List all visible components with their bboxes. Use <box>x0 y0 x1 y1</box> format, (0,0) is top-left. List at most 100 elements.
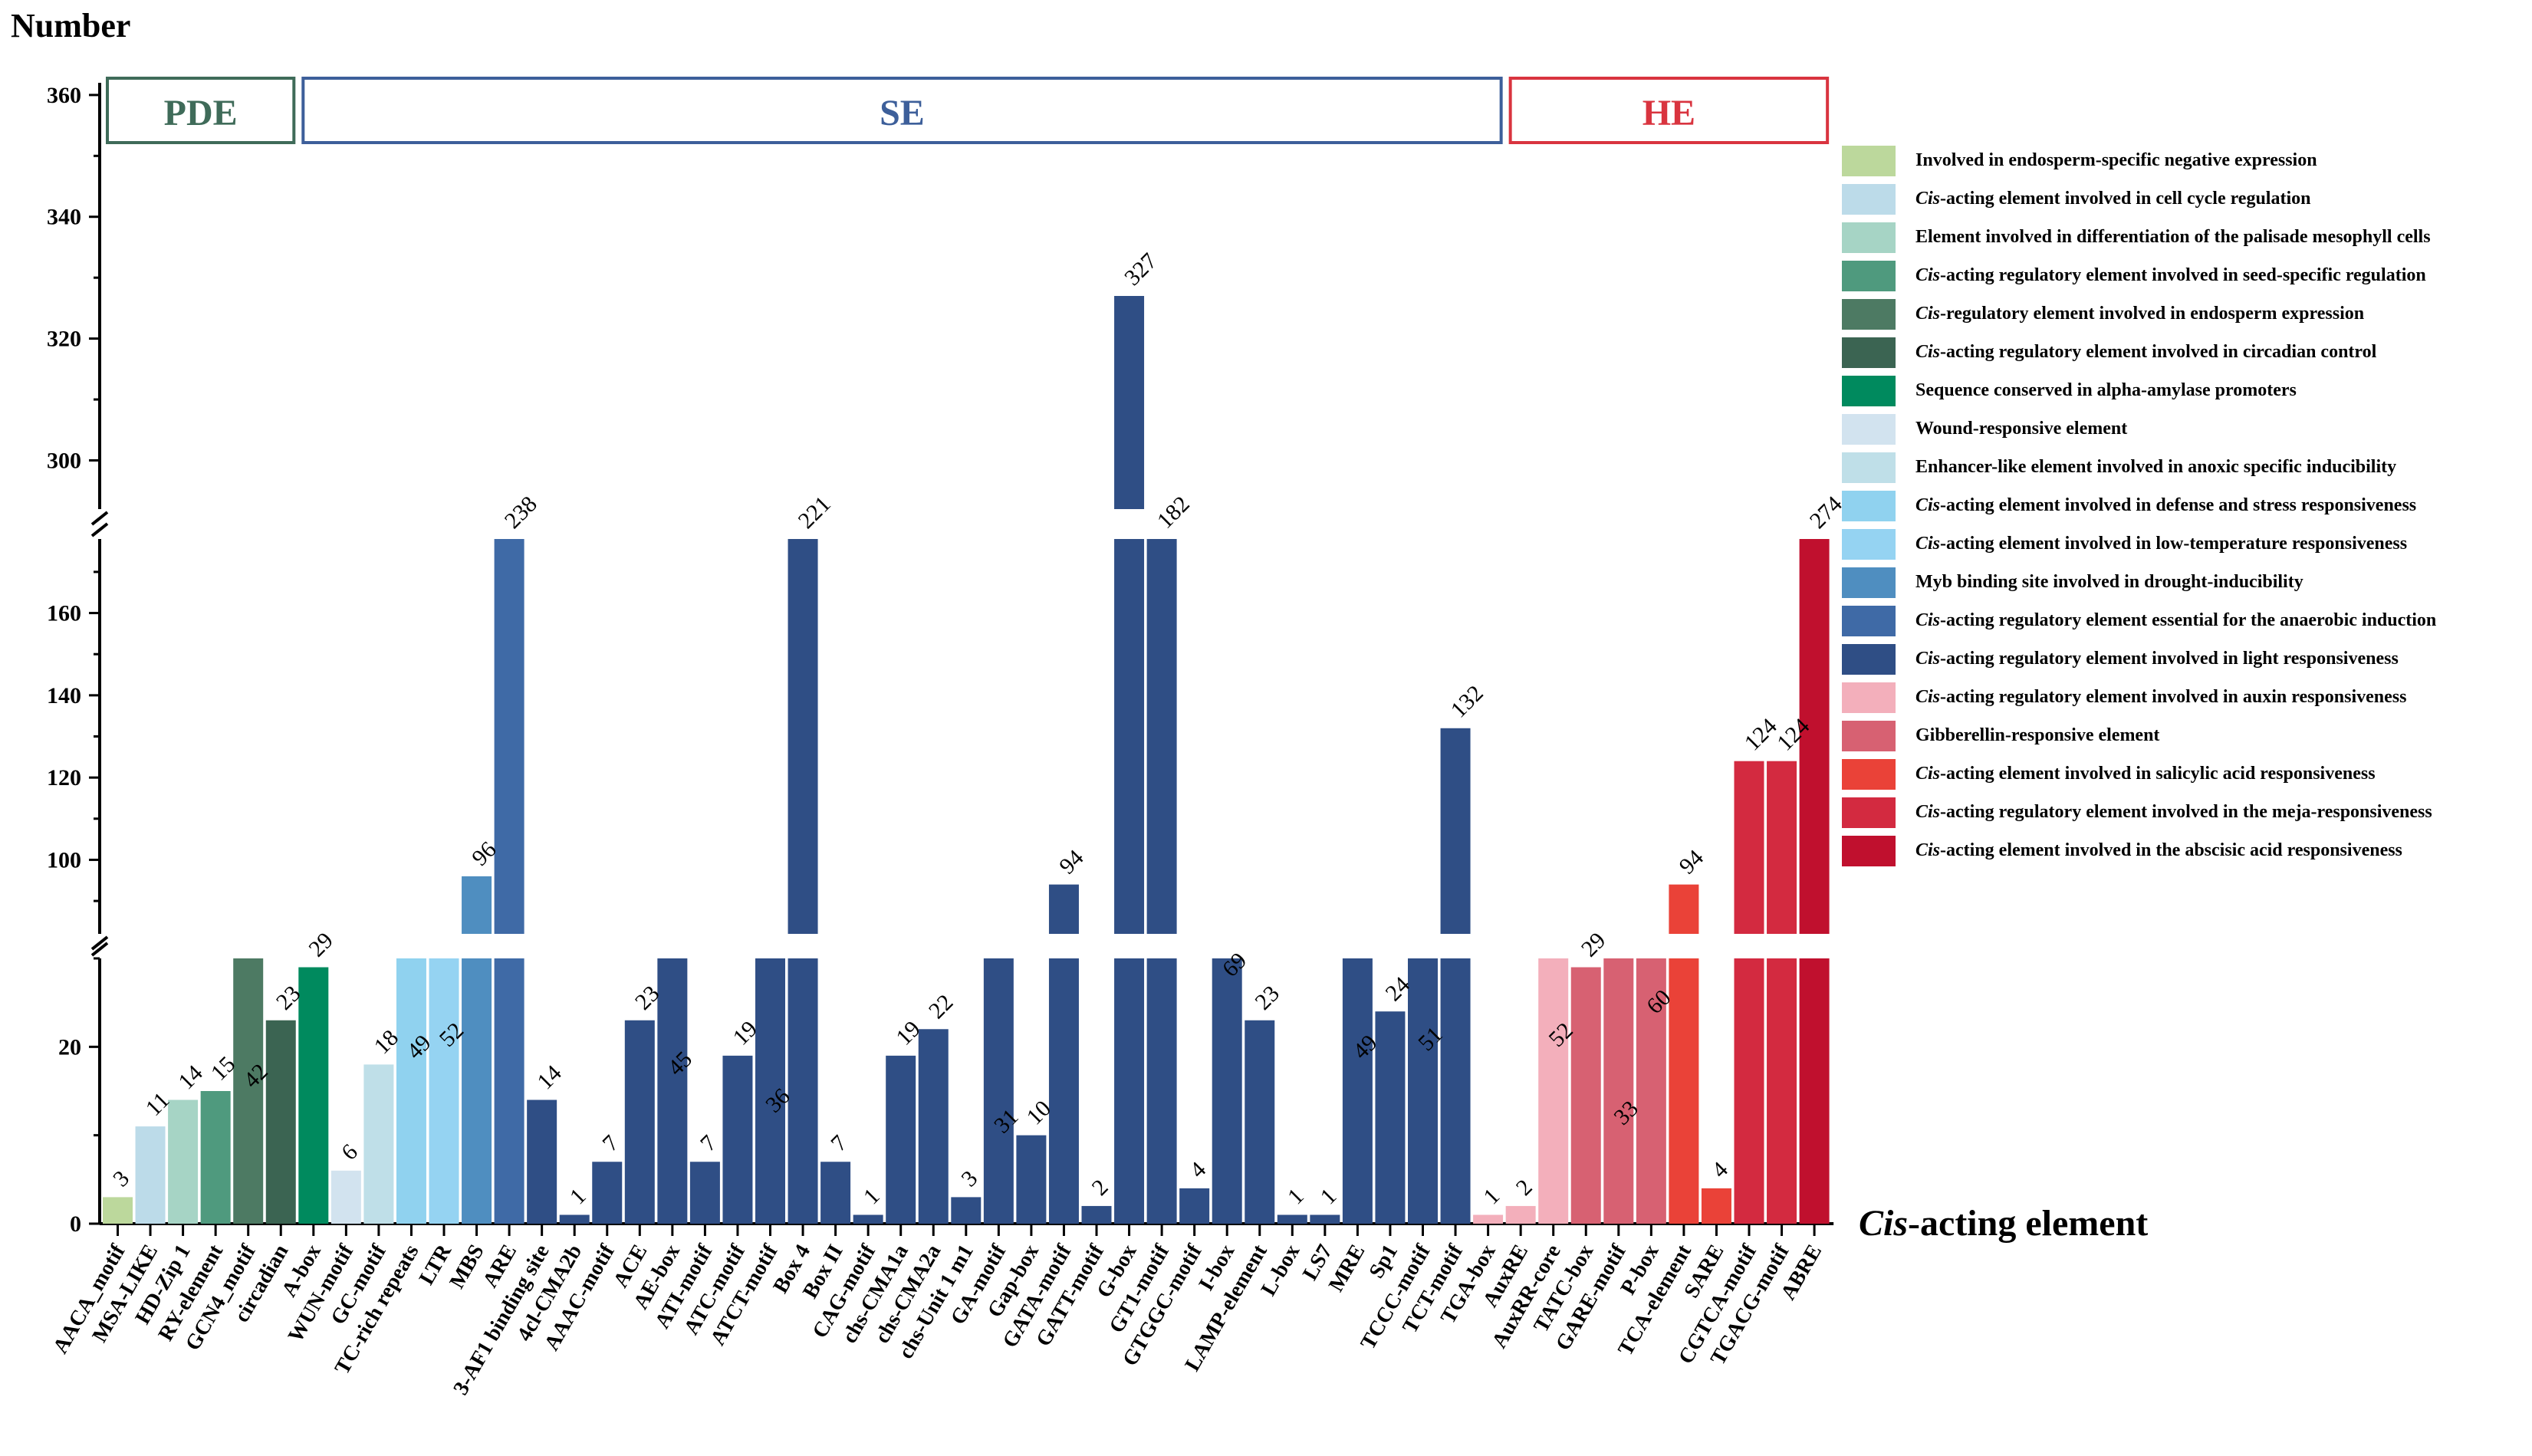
y-tick-label: 0 <box>70 1211 81 1237</box>
bar <box>1473 1214 1504 1224</box>
bar-value-label: 4 <box>1707 1157 1733 1183</box>
bar <box>1081 1205 1112 1224</box>
legend-swatch <box>1842 529 1896 560</box>
bar <box>1440 958 1471 1224</box>
bar <box>853 1214 883 1224</box>
bar <box>1310 1214 1340 1224</box>
legend-swatch <box>1842 682 1896 713</box>
bar-value-label: 182 <box>1153 491 1195 534</box>
bar-value-label: 94 <box>1675 845 1709 879</box>
bar <box>1734 958 1764 1224</box>
bar <box>462 958 492 1224</box>
bar <box>1440 728 1471 934</box>
group-label-pde: PDE <box>164 93 238 133</box>
bar-value-label: 238 <box>500 491 542 534</box>
legend-swatch <box>1842 452 1896 483</box>
legend-item: Involved in endosperm-specific negative … <box>1842 146 2532 176</box>
legend-label: Element involved in differentiation of t… <box>1915 227 2431 247</box>
legend-label: Sequence conserved in alpha-amylase prom… <box>1915 380 2297 400</box>
legend-label: Wound-responsive element <box>1915 419 2128 439</box>
bar <box>1603 958 1634 1224</box>
bar <box>820 1162 851 1224</box>
bar-value-label: 23 <box>1250 981 1284 1015</box>
bar <box>755 958 785 1224</box>
bar <box>1669 958 1699 1224</box>
legend-label: Cis-acting element involved in low-tempe… <box>1915 534 2408 554</box>
legend-item: Cis-acting element involved in salicylic… <box>1842 759 2532 790</box>
bar-value-label: 1 <box>859 1183 885 1209</box>
x-tick-label: MBS <box>445 1241 488 1293</box>
legend-item: Cis-acting regulatory element involved i… <box>1842 337 2532 368</box>
y-tick-label: 340 <box>47 205 81 230</box>
bar <box>1408 958 1438 1224</box>
bar <box>103 1197 133 1224</box>
legend-label: Cis-acting regulatory element essential … <box>1915 610 2437 630</box>
axis-break-mark <box>90 522 109 537</box>
y-axis-title: Number <box>11 7 131 44</box>
bar <box>918 1029 949 1224</box>
bar <box>886 1055 916 1224</box>
bar <box>1538 958 1569 1224</box>
bar-value-label: 1 <box>565 1183 591 1209</box>
bar <box>1245 1020 1275 1224</box>
legend-item: Sequence conserved in alpha-amylase prom… <box>1842 376 2532 406</box>
legend-item: Cis-acting element involved in low-tempe… <box>1842 529 2532 560</box>
legend-swatch <box>1842 261 1896 291</box>
legend-swatch <box>1842 721 1896 751</box>
bar <box>689 1162 720 1224</box>
bar <box>1799 539 1830 934</box>
legend-label: Cis-acting element involved in the absci… <box>1915 840 2402 860</box>
bar <box>722 1055 753 1224</box>
bar <box>983 958 1014 1224</box>
y-tick-label: 120 <box>47 765 81 790</box>
legend-swatch <box>1842 491 1896 521</box>
group-box-se <box>301 77 1503 144</box>
y-tick-label: 20 <box>58 1034 81 1060</box>
bar <box>1799 958 1830 1224</box>
x-axis-title: Cis-acting element <box>1859 1203 2149 1244</box>
legend-label: Cis-acting element involved in defense a… <box>1915 495 2417 515</box>
y-tick-label: 300 <box>47 448 81 473</box>
legend-label: Cis-acting element involved in salicylic… <box>1915 764 2376 784</box>
bar <box>1048 958 1079 1224</box>
y-tick-label: 320 <box>47 327 81 352</box>
bar <box>1505 1205 1536 1224</box>
bar <box>429 958 459 1224</box>
bar <box>494 539 524 934</box>
axis-break-mark <box>90 511 109 526</box>
legend-label: Myb binding site involved in drought-ind… <box>1915 572 2303 592</box>
legend-label: Involved in endosperm-specific negative … <box>1915 150 2317 170</box>
bar <box>1146 958 1177 1224</box>
bar-value-label: 14 <box>173 1060 208 1095</box>
bar <box>624 1020 655 1224</box>
axis-break-mark <box>90 942 109 957</box>
bar <box>330 1170 361 1224</box>
legend-item: Cis-acting element involved in cell cycl… <box>1842 184 2532 215</box>
group-label-se: SE <box>880 93 925 133</box>
y-tick-label: 160 <box>47 601 81 626</box>
legend-swatch <box>1842 567 1896 598</box>
legend-label: Cis-acting regulatory element involved i… <box>1915 265 2426 285</box>
group-box-pde <box>106 77 296 144</box>
bar <box>494 958 524 1224</box>
chart-bars <box>103 296 1830 1224</box>
legend-swatch <box>1842 184 1896 215</box>
legend-swatch <box>1842 797 1896 828</box>
bar <box>1701 1188 1731 1224</box>
bar <box>592 1162 623 1224</box>
y-tick-label: 360 <box>47 83 81 108</box>
legend-item: Element involved in differentiation of t… <box>1842 222 2532 253</box>
bar <box>265 1020 296 1224</box>
bar <box>1669 884 1699 934</box>
bar-value-label: 132 <box>1446 681 1488 723</box>
legend-label: Cis-regulatory element involved in endos… <box>1915 304 2365 324</box>
bar-value-label: 1 <box>1283 1183 1309 1209</box>
legend-label: Gibberellin-responsive element <box>1915 725 2160 745</box>
bar <box>135 1126 166 1224</box>
bar-value-label: 7 <box>695 1130 722 1156</box>
bar <box>1114 958 1145 1224</box>
bar-value-label: 6 <box>337 1139 363 1165</box>
bar-value-label: 2 <box>1087 1175 1113 1201</box>
legend-label: Cis-acting regulatory element involved i… <box>1915 687 2407 707</box>
